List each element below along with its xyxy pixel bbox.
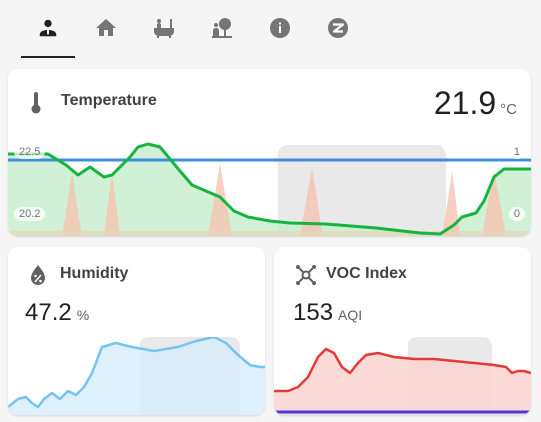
tab-garden[interactable] xyxy=(202,12,242,44)
temperature-chart xyxy=(8,142,531,236)
heating-spike xyxy=(482,171,506,236)
heating-spike xyxy=(62,171,82,236)
humidity-unit: % xyxy=(76,307,90,323)
bathtub-icon xyxy=(154,19,174,38)
secondary-y-min-label: 0 xyxy=(508,207,525,221)
voc-reading: 153 xyxy=(293,299,334,326)
temperature-reading: 21.9 xyxy=(433,85,497,121)
voc-title: VOC Index xyxy=(326,265,407,282)
humidity-title: Humidity xyxy=(60,265,129,282)
home-icon xyxy=(96,19,116,36)
garden-icon xyxy=(212,18,232,38)
secondary-y-max-label: 1 xyxy=(508,145,525,159)
tab-bar xyxy=(0,0,541,60)
voc-line xyxy=(274,347,531,393)
temperature-unit: °C xyxy=(500,101,517,118)
humidity-line xyxy=(8,337,265,409)
voc-chart xyxy=(274,337,531,415)
temperature-line xyxy=(8,142,531,236)
tab-info[interactable] xyxy=(260,12,300,44)
humidity-value: 47.2% xyxy=(25,299,89,327)
temperature-y-min-label: 20.2 xyxy=(14,207,46,221)
person-icon xyxy=(39,19,57,37)
voc-unit: AQI xyxy=(338,307,363,323)
voc-value: 153 AQI xyxy=(293,299,362,327)
tab-bathroom[interactable] xyxy=(144,12,184,44)
humidity-chart xyxy=(8,337,265,415)
heating-spike xyxy=(208,163,232,236)
zigbee-icon xyxy=(328,18,348,38)
heating-spike xyxy=(104,175,120,236)
temperature-area xyxy=(8,144,531,236)
temperature-card[interactable]: Temperature 21.9 °C 22.5 20.2 1 0 xyxy=(8,69,531,236)
voc-card[interactable]: VOC Index 153 AQI xyxy=(274,247,531,415)
thermometer-icon xyxy=(31,92,41,114)
temperature-title: Temperature xyxy=(61,92,157,109)
voc-area xyxy=(274,349,531,415)
temperature-value: 21.9 °C xyxy=(434,85,517,122)
heating-spike xyxy=(442,171,460,236)
humidity-reading: 47.2 xyxy=(25,299,72,326)
heating-spike xyxy=(300,169,322,236)
temperature-y-max-label: 22.5 xyxy=(14,145,46,159)
tab-person[interactable] xyxy=(28,12,68,44)
humidity-card[interactable]: Humidity 47.2% xyxy=(8,247,265,415)
active-tab-indicator xyxy=(21,56,75,58)
temperature-baseline-strip xyxy=(8,231,531,236)
humidity-area xyxy=(8,337,265,415)
info-icon xyxy=(270,18,290,38)
tab-zigbee[interactable] xyxy=(318,12,358,44)
water-percent-icon xyxy=(31,265,45,285)
temperature-activity-band xyxy=(278,145,446,236)
tab-home[interactable] xyxy=(86,12,126,44)
molecule-icon xyxy=(296,265,316,285)
